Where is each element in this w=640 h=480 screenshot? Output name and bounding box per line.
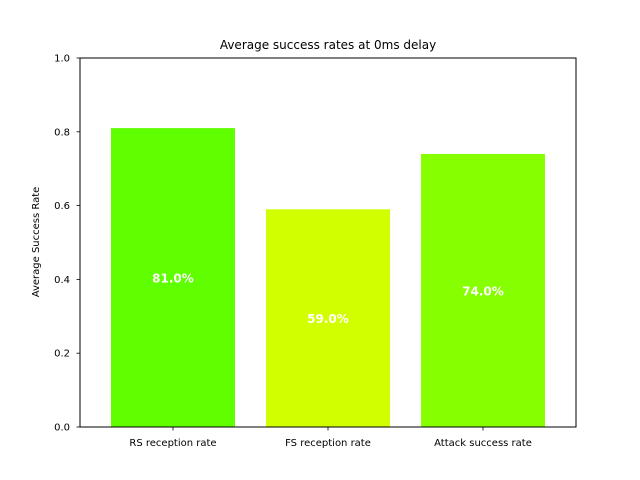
plot-frame — [79, 57, 577, 428]
data-label-2: 59.0% — [307, 312, 349, 326]
y-tick-label: 0.2 — [54, 349, 70, 360]
y-tick-label: 1.0 — [54, 54, 70, 65]
y-tick-label: 0.0 — [54, 423, 70, 434]
data-label-3: 74.0% — [462, 284, 504, 298]
y-axis: 0.0 0.2 0.4 0.6 0.8 1.0 — [54, 54, 80, 434]
bar-3 — [421, 153, 545, 427]
y-tick-label: 0.8 — [54, 127, 70, 138]
chart-title: Average success rates at 0ms delay — [220, 38, 436, 52]
y-axis-label: Average Success Rate — [31, 187, 42, 298]
x-tick-label: Attack success rate — [434, 438, 532, 449]
bar-2 — [266, 209, 390, 427]
y-tick-label: 0.4 — [54, 275, 70, 286]
data-label-1: 81.0% — [152, 272, 194, 286]
x-axis: RS reception rate FS reception rate Attack… — [129, 427, 532, 449]
x-tick-label: RS reception rate — [129, 438, 216, 449]
y-tick-label: 0.6 — [54, 201, 70, 212]
bars-group: 81.0% 59.0% 74.0% — [111, 128, 545, 428]
x-tick-label: FS reception rate — [285, 438, 371, 449]
bar-1 — [111, 128, 235, 428]
